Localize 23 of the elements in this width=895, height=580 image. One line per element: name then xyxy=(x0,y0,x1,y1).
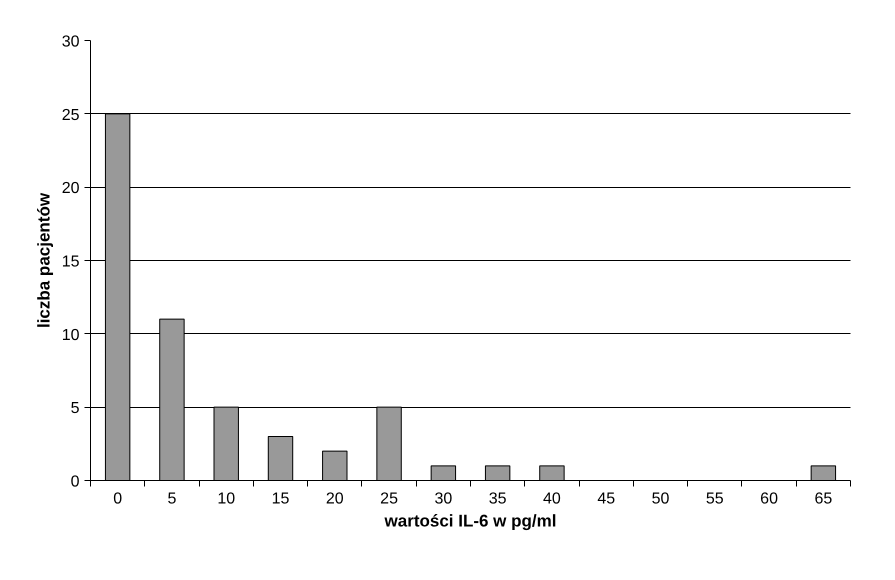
x-tick-label: 10 xyxy=(217,490,236,508)
y-tick-label: 5 xyxy=(70,400,80,418)
x-tick-label: 50 xyxy=(652,490,670,508)
y-tick-label: 0 xyxy=(70,474,80,490)
x-tick-label: 65 xyxy=(814,490,832,508)
y-tick-label: 15 xyxy=(62,254,80,270)
y-tick-label: 20 xyxy=(62,180,80,198)
x-tick-label: 5 xyxy=(167,490,176,508)
x-tick-label: 30 xyxy=(434,490,452,508)
y-axis-title: liczba pacjentów xyxy=(34,192,54,328)
x-tick-label: 20 xyxy=(326,490,344,508)
y-tick-label: 10 xyxy=(62,326,80,344)
x-tick-label: 55 xyxy=(706,490,724,508)
x-tick-label: 35 xyxy=(488,490,507,508)
x-tick-label: 25 xyxy=(380,490,398,508)
x-tick-label: 15 xyxy=(272,490,290,508)
x-tick-label: 60 xyxy=(760,490,778,508)
x-tick-label: 40 xyxy=(543,490,561,508)
y-tick-label: 25 xyxy=(62,106,80,124)
y-tick-label: 30 xyxy=(62,34,80,50)
x-axis-title: wartości IL-6 w pg/ml xyxy=(384,512,556,530)
x-tick-label: 45 xyxy=(597,490,616,508)
x-tick-label: 0 xyxy=(113,490,122,508)
